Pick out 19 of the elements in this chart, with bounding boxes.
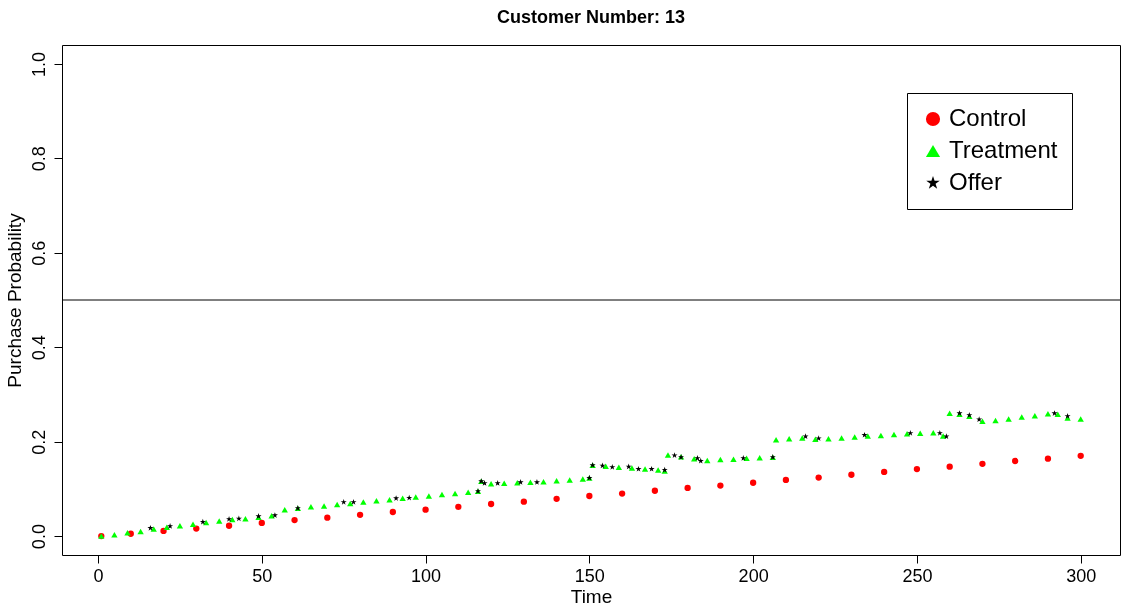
x-tick-label: 150: [574, 565, 605, 586]
x-tick-label: 50: [252, 565, 273, 586]
y-tick-label: 0.8: [28, 146, 49, 172]
y-tick-label: 0.0: [28, 524, 49, 550]
y-tick-label: 0.4: [28, 335, 49, 361]
y-tick-label: 1.0: [28, 51, 49, 77]
x-axis-title: Time: [570, 585, 613, 604]
x-tick-label: 250: [902, 565, 933, 586]
chart-title: Customer Number: 13: [496, 7, 686, 27]
y-tick-label: 0.2: [28, 429, 49, 455]
x-tick-label: 100: [411, 565, 442, 586]
y-tick-label: 0.6: [28, 240, 49, 266]
x-tick-label: 0: [93, 565, 104, 586]
legend-label: Treatment: [949, 136, 1058, 163]
y-axis-title: Purchase Probability: [3, 212, 25, 388]
legend-label: Control: [949, 104, 1027, 131]
x-tick-label: 300: [1066, 565, 1097, 586]
legend-label: Offer: [949, 168, 1002, 195]
x-tick-label: 200: [738, 565, 769, 586]
